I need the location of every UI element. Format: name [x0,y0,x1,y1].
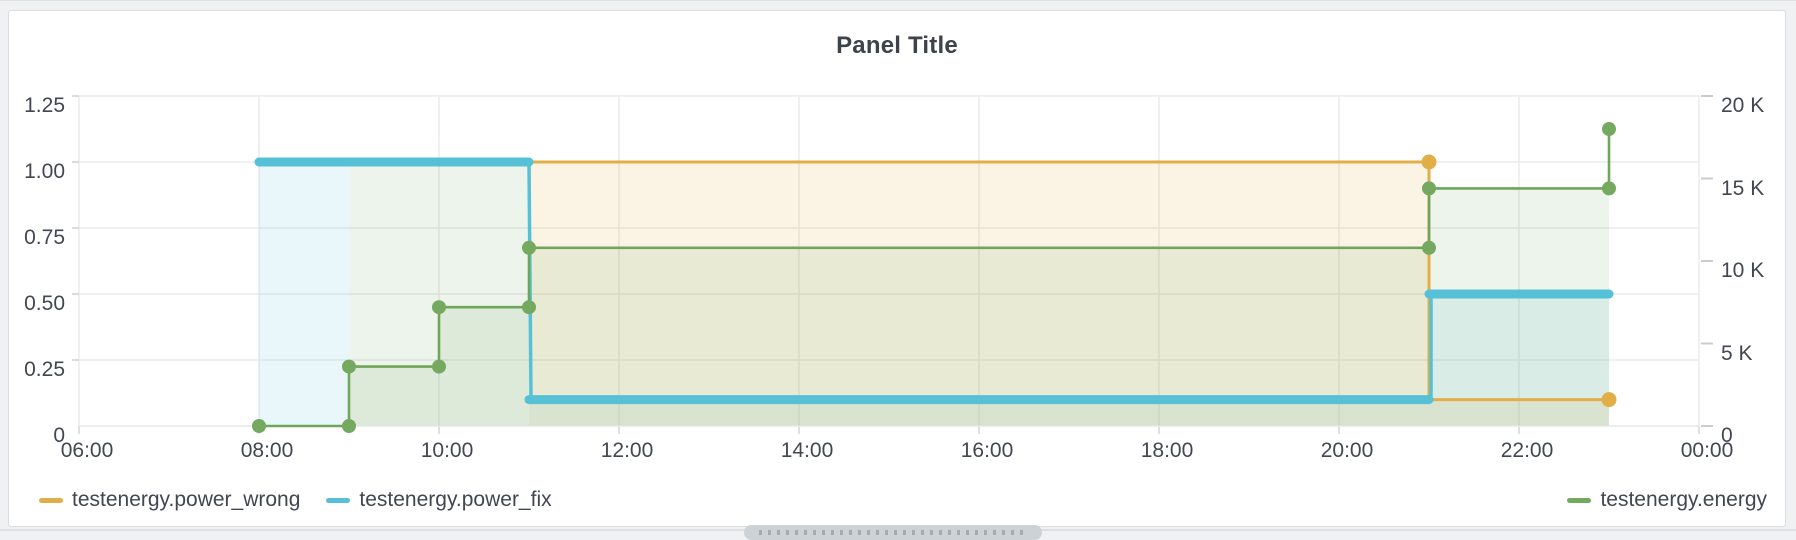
left-axis-label: 0.50 [24,292,65,315]
x-axis-label: 14:00 [780,439,834,462]
scroll-handle-dots-icon [759,530,1027,535]
data-point-marker[interactable] [432,359,446,374]
data-point-marker[interactable] [522,240,536,255]
panel-title[interactable]: Panel Title [836,32,958,59]
legend-right: testenergy.energy [1567,488,1767,512]
grafana-panel: Panel Title 0 0.25 0.50 0.75 1.00 1.25 0 5 K 10 … [8,10,1786,527]
data-point-marker[interactable] [342,419,356,433]
right-axis-label: 15 K [1721,176,1765,200]
legend-series-label: testenergy.power_fix [359,488,552,511]
x-axis-label: 12:00 [600,439,654,462]
data-point-marker[interactable] [1421,154,1437,170]
data-point-marker[interactable] [432,300,446,315]
right-axis-label: 10 K [1721,259,1765,282]
x-axis-label: 06:00 [60,439,114,462]
x-axis-label: 20:00 [1320,439,1374,462]
data-point-marker[interactable] [1602,181,1616,196]
left-axis-label: 0 [53,424,65,447]
chart-canvas[interactable] [9,11,1796,526]
data-point-marker[interactable] [252,419,266,433]
left-axis-label: 0.75 [24,226,65,249]
right-axis-label: 5 K [1721,341,1753,365]
data-point-marker[interactable] [1602,122,1616,136]
data-point-marker[interactable] [342,359,356,374]
right-axis-label: 0 [1721,424,1733,447]
x-axis-label: 08:00 [240,439,294,462]
legend-series-label: testenergy.power_wrong [72,488,301,511]
legend-item-energy[interactable]: testenergy.energy [1567,488,1767,512]
x-axis-label: 00:00 [1680,439,1734,462]
x-axis-label: 22:00 [1500,439,1554,462]
x-axis-label: 10:00 [420,439,474,462]
power-wrong-area-fill [529,162,1429,426]
power-wrong-area-fill [1429,399,1609,426]
data-point-marker[interactable] [522,300,536,315]
left-axis-label: 1.00 [24,160,65,183]
x-axis-label: 18:00 [1140,439,1194,462]
data-point-marker[interactable] [1601,392,1617,408]
legend-left: testenergy.power_wrong testenergy.power_f… [39,488,552,512]
scroll-handle[interactable] [744,525,1042,540]
left-axis-label: 1.25 [24,94,65,117]
power-fix-area-fill [259,162,349,426]
energy-area-fill [349,188,1609,426]
energy-area-fill [349,162,529,426]
legend-series-dash-icon [326,497,351,503]
time-series-chart[interactable]: 0 0.25 0.50 0.75 1.00 1.25 0 5 K 10 K 15 K 20 K 06:… [9,11,1785,526]
legend-series-label: testenergy.energy [1600,488,1767,511]
legend-series-dash-icon [1567,497,1592,503]
top-divider [0,0,1796,1]
x-axis-label: 16:00 [960,439,1014,462]
legend-series-dash-icon [39,497,63,503]
series-power-wrong-line[interactable] [529,160,1609,402]
legend-item-power-fix[interactable]: testenergy.power_fix [326,488,552,512]
right-axis-label: 20 K [1721,94,1765,117]
power-fix-area-fill [1429,294,1609,426]
data-point-marker[interactable] [1422,181,1436,196]
legend-item-power-wrong[interactable]: testenergy.power_wrong [39,488,300,512]
left-axis-label: 0.25 [24,358,65,381]
data-point-marker[interactable] [1422,240,1436,255]
